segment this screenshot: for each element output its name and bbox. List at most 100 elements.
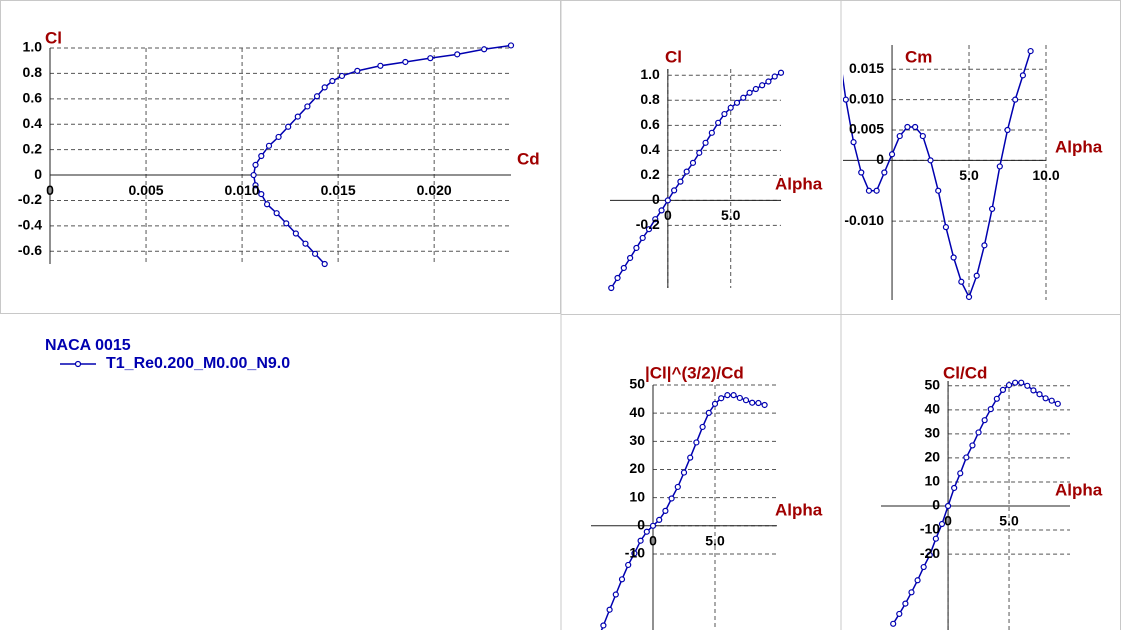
y-axis-title: Cl bbox=[45, 28, 62, 47]
data-point bbox=[873, 187, 880, 194]
data-point bbox=[951, 484, 958, 492]
y-tick-label: -0.2 bbox=[636, 216, 660, 232]
data-point bbox=[836, 43, 841, 48]
data-point bbox=[304, 103, 311, 110]
data-point bbox=[705, 409, 712, 416]
data-point bbox=[727, 104, 734, 111]
x-tick-label: 0 bbox=[944, 513, 952, 529]
data-point bbox=[858, 169, 865, 176]
data-point bbox=[606, 606, 613, 613]
x-tick-label: 5.0 bbox=[959, 167, 979, 183]
x-axis-title: Alpha bbox=[1055, 480, 1103, 499]
data-point bbox=[740, 94, 747, 101]
x-tick-label: 0.010 bbox=[225, 182, 260, 198]
series-line bbox=[892, 381, 1059, 625]
y-tick-label: 0.6 bbox=[23, 90, 43, 106]
x-tick-label: 0.005 bbox=[129, 182, 164, 198]
data-point bbox=[677, 178, 684, 185]
y-tick-label: 20 bbox=[924, 449, 940, 465]
x-axis-title: Alpha bbox=[1055, 137, 1103, 156]
y-tick-label: 0.2 bbox=[23, 140, 43, 156]
data-point bbox=[865, 187, 873, 194]
data-point bbox=[658, 207, 665, 214]
y-tick-label: -0.6 bbox=[18, 242, 42, 258]
y-tick-label: 0.8 bbox=[640, 91, 660, 107]
data-point bbox=[973, 272, 980, 279]
data-point bbox=[618, 576, 626, 583]
data-point bbox=[321, 84, 328, 91]
data-point bbox=[608, 284, 615, 292]
x-axis-title: Alpha bbox=[775, 174, 823, 193]
legend-title: NACA 0015 bbox=[45, 337, 131, 354]
data-point bbox=[1005, 381, 1013, 389]
series-line bbox=[843, 50, 1032, 299]
data-point bbox=[1024, 382, 1031, 389]
data-point bbox=[1036, 391, 1043, 398]
y-tick-label: 0.8 bbox=[23, 64, 43, 80]
x-tick-label: 0.020 bbox=[417, 182, 452, 198]
y-tick-label: 20 bbox=[629, 460, 645, 476]
data-point bbox=[932, 535, 939, 542]
data-point bbox=[402, 58, 409, 66]
data-point bbox=[843, 96, 849, 103]
data-point bbox=[693, 439, 700, 446]
data-point bbox=[935, 187, 942, 194]
data-point bbox=[313, 93, 321, 100]
y-tick-label: 40 bbox=[924, 401, 940, 417]
data-point bbox=[711, 400, 719, 407]
y-tick-label: -0.4 bbox=[18, 217, 42, 233]
data-point bbox=[969, 442, 976, 449]
data-point bbox=[920, 563, 927, 571]
data-point bbox=[354, 67, 361, 74]
data-point bbox=[614, 274, 621, 282]
data-point bbox=[908, 589, 915, 596]
y-tick-label: 0.4 bbox=[23, 115, 43, 131]
data-point bbox=[283, 220, 290, 227]
data-point bbox=[612, 591, 619, 598]
series-line bbox=[610, 72, 782, 289]
y-tick-label: 1.0 bbox=[23, 39, 43, 55]
data-point bbox=[302, 240, 309, 247]
data-point bbox=[321, 260, 328, 268]
y-axis-title: Cm bbox=[905, 47, 932, 66]
data-point bbox=[881, 169, 888, 176]
chart: 0 0.005 0.010 0.015 0.0201.00.80.60.40.20-0.… bbox=[18, 28, 540, 268]
data-point bbox=[620, 264, 627, 272]
data-point bbox=[999, 386, 1007, 393]
data-point bbox=[926, 551, 933, 559]
data-point bbox=[645, 226, 653, 233]
data-point bbox=[963, 454, 970, 461]
data-point bbox=[1054, 400, 1061, 407]
data-point bbox=[1018, 379, 1025, 386]
y-tick-label: -20 bbox=[920, 545, 940, 561]
y-tick-label: -0.010 bbox=[844, 212, 884, 228]
panel-border bbox=[0, 0, 561, 314]
data-point bbox=[890, 620, 897, 627]
x-tick-label: 0 bbox=[649, 533, 657, 549]
data-point bbox=[699, 423, 706, 431]
y-tick-label: 1.0 bbox=[640, 66, 660, 82]
y-axis-title: Cl bbox=[665, 47, 682, 66]
series-line bbox=[600, 394, 765, 630]
data-point bbox=[639, 234, 646, 242]
data-point bbox=[292, 230, 299, 237]
data-point bbox=[902, 600, 909, 607]
data-point bbox=[689, 159, 697, 166]
y-tick-label: 10 bbox=[629, 488, 645, 504]
data-point bbox=[454, 51, 461, 58]
data-point bbox=[329, 77, 336, 85]
y-tick-label: -10 bbox=[920, 521, 940, 537]
x-axis-title: Cd bbox=[517, 149, 540, 168]
y-tick-label: 50 bbox=[629, 376, 645, 392]
data-point bbox=[1030, 387, 1037, 394]
data-point bbox=[627, 254, 634, 262]
data-point bbox=[674, 483, 681, 491]
data-point bbox=[765, 78, 772, 85]
data-point bbox=[507, 42, 515, 49]
data-point bbox=[975, 429, 982, 436]
data-point bbox=[736, 394, 743, 402]
data-point bbox=[625, 561, 632, 569]
y-tick-label: 0.005 bbox=[849, 121, 884, 137]
data-point bbox=[275, 133, 282, 141]
